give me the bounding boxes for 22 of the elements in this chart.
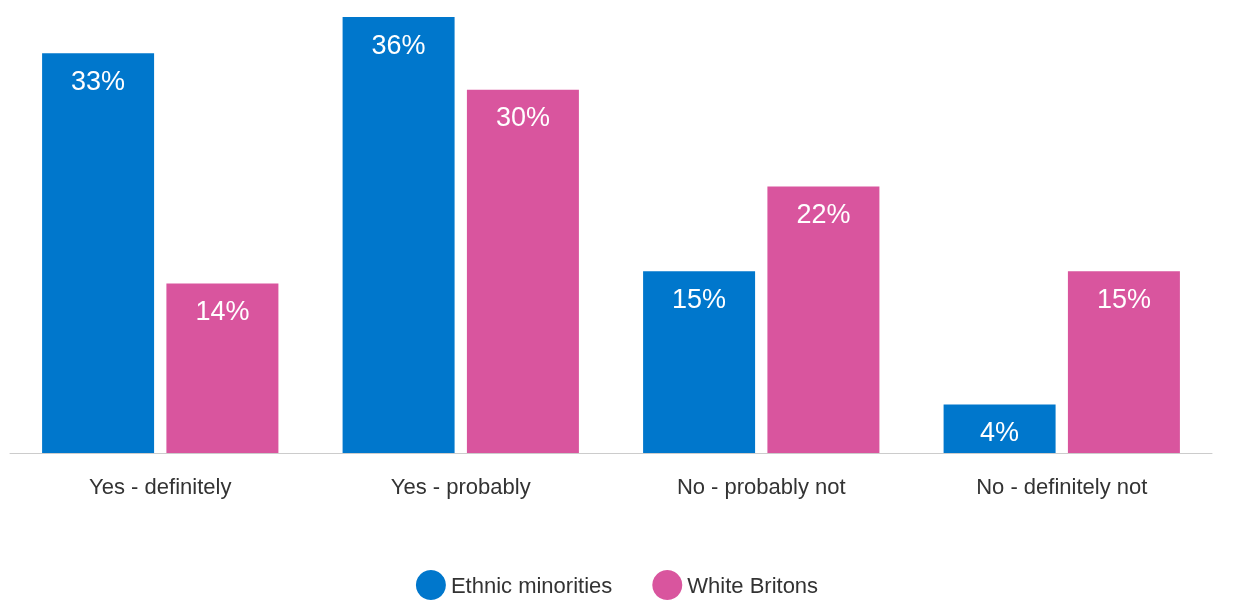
bar bbox=[466, 89, 579, 453]
data-label: 30% bbox=[495, 102, 550, 133]
data-label: 15% bbox=[672, 283, 727, 314]
bar bbox=[943, 404, 1056, 453]
x-tick-label: Yes - definitely bbox=[89, 473, 232, 499]
x-tick-label: Yes - probably bbox=[390, 473, 531, 499]
data-label: 22% bbox=[796, 199, 851, 230]
data-label: 4% bbox=[980, 417, 1020, 448]
data-label: 33% bbox=[71, 65, 126, 96]
bar bbox=[643, 271, 756, 453]
x-tick-label: No - definitely not bbox=[976, 473, 1148, 499]
data-label: 15% bbox=[1096, 283, 1151, 314]
data-label: 14% bbox=[195, 295, 250, 326]
bar bbox=[1067, 271, 1180, 453]
bar bbox=[342, 17, 455, 453]
bar bbox=[767, 186, 880, 453]
bar bbox=[166, 283, 279, 453]
data-label: 36% bbox=[371, 29, 426, 60]
legend-label: White Britons bbox=[687, 572, 819, 598]
x-tick-label: No - probably not bbox=[676, 473, 846, 499]
bar bbox=[42, 53, 155, 453]
legend-label: Ethnic minorities bbox=[450, 572, 613, 598]
